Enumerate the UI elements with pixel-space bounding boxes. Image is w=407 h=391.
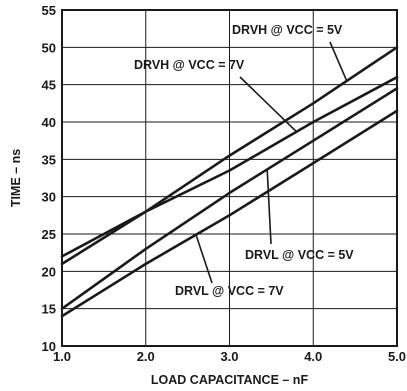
series-layer <box>60 45 399 318</box>
y-tick-label-9: 55 <box>42 3 56 18</box>
x-tick-label-2: 3.0 <box>220 349 238 364</box>
y-tick-label-6: 40 <box>42 115 56 130</box>
series-line-2 <box>60 87 399 311</box>
annotation-leader-3 <box>195 234 213 284</box>
annotations: DRVH @ VCC = 5V DRVH @ VCC = 7V DRVL @ VCC… <box>134 23 354 298</box>
y-tick-label-4: 30 <box>42 190 56 205</box>
annotation-label-3: DRVL @ VCC = 7V <box>175 284 284 298</box>
y-tick-label-5: 35 <box>42 152 56 167</box>
x-tick-labels: 1.0 2.0 3.0 4.0 5.0 <box>53 349 406 364</box>
plot-frame <box>61 9 398 347</box>
annotation-label-2: DRVL @ VCC = 5V <box>245 248 354 262</box>
x-tick-label-1: 2.0 <box>137 349 155 364</box>
series-line-3 <box>60 109 399 318</box>
y-tick-label-2: 20 <box>42 264 56 279</box>
series-line-1 <box>60 75 399 258</box>
annotation-leader-1 <box>239 76 298 133</box>
x-tick-label-3: 4.0 <box>304 349 322 364</box>
x-tick-label-4: 5.0 <box>388 349 406 364</box>
series-line-0 <box>60 45 399 266</box>
annotation-label-0: DRVH @ VCC = 5V <box>232 23 343 37</box>
annotation-leader-0 <box>329 41 348 82</box>
y-tick-labels: 10 15 20 25 30 35 40 45 50 55 <box>42 3 56 354</box>
y-tick-label-8: 50 <box>42 40 56 55</box>
annotation-label-1: DRVH @ VCC = 7V <box>134 58 245 72</box>
annotation-leaders <box>195 41 348 284</box>
x-axis-label: LOAD CAPACITANCE – nF <box>151 373 309 387</box>
y-tick-label-3: 25 <box>42 227 56 242</box>
x-tick-label-0: 1.0 <box>53 349 71 364</box>
y-axis-label: TIME – ns <box>9 149 23 207</box>
annotation-leader-2 <box>266 169 272 245</box>
y-tick-label-0: 10 <box>42 339 56 354</box>
y-tick-label-1: 15 <box>42 302 56 317</box>
y-tick-label-7: 45 <box>42 78 56 93</box>
